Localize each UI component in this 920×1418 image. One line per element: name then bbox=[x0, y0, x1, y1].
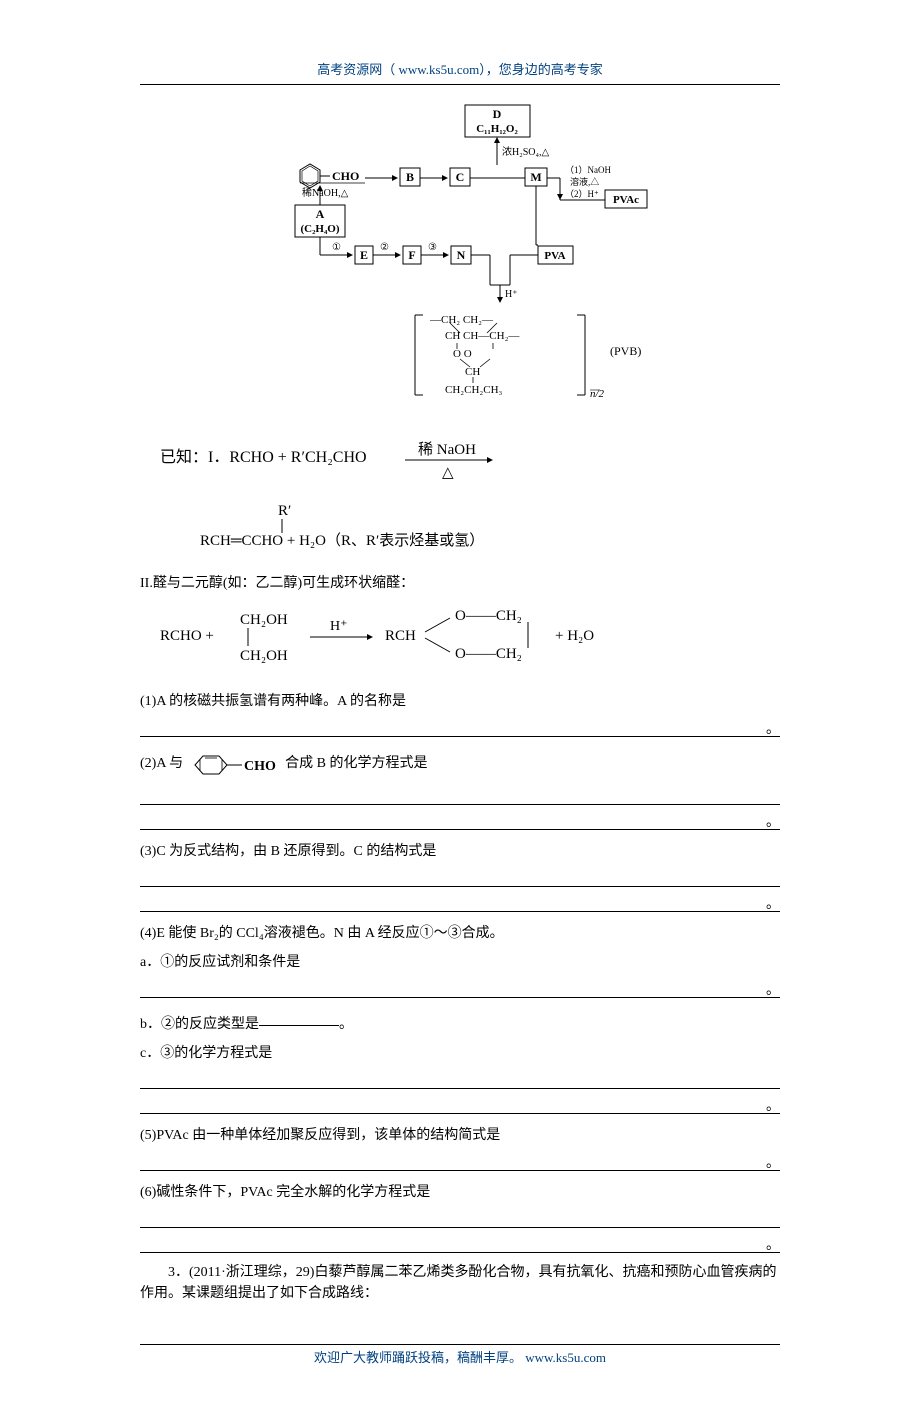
svg-text:O——CH₂: O——CH₂ bbox=[455, 646, 522, 662]
svg-text:D: D bbox=[493, 107, 502, 121]
answer-line bbox=[140, 1066, 780, 1089]
period: 。 bbox=[140, 1096, 780, 1117]
svg-text:RCH═CCHO + H₂O（R、R′表示烃基或氢）: RCH═CCHO + H₂O（R、R′表示烃基或氢） bbox=[200, 532, 484, 549]
svg-text:(PVB): (PVB) bbox=[610, 344, 641, 358]
svg-text:PVA: PVA bbox=[544, 250, 565, 262]
svg-text:F: F bbox=[408, 248, 415, 262]
svg-text:RCHO +: RCHO + bbox=[160, 628, 214, 644]
period: 。 bbox=[140, 894, 780, 915]
svg-text:N: N bbox=[457, 248, 466, 262]
question-4: (4)E 能使 Br₂的 CCl₄溶液褪色。N 由 A 经反应①～③合成。 bbox=[140, 923, 780, 944]
svg-text:H⁺: H⁺ bbox=[505, 289, 518, 300]
question-3-next: 3．(2011·浙江理综，29)白藜芦醇属二苯乙烯类多酚化合物，具有抗氧化、抗癌… bbox=[140, 1262, 780, 1304]
period: 。 bbox=[140, 719, 780, 740]
question-3: (3)C 为反式结构，由 B 还原得到。C 的结构式是 bbox=[140, 841, 780, 862]
period: 。 bbox=[140, 1153, 780, 1174]
known-reaction-1b: R′ RCH═CCHO + H₂O（R、R′表示烃基或氢） bbox=[140, 503, 780, 561]
svg-text:CH CH—CH₂—: CH CH—CH₂— bbox=[445, 330, 520, 342]
svg-text:稀 NaOH: 稀 NaOH bbox=[418, 441, 476, 458]
svg-text:③: ③ bbox=[428, 242, 437, 253]
svg-text:RCH: RCH bbox=[385, 628, 416, 644]
svg-text:A: A bbox=[316, 207, 325, 221]
svg-text:CHO: CHO bbox=[244, 759, 276, 774]
question-6: (6)碱性条件下，PVAc 完全水解的化学方程式是 bbox=[140, 1182, 780, 1203]
svg-text:溶液,△: 溶液,△ bbox=[570, 176, 599, 187]
question-5: (5)PVAc 由一种单体经加聚反应得到，该单体的结构简式是 bbox=[140, 1125, 780, 1146]
period: 。 bbox=[140, 812, 780, 833]
svg-text:H⁺: H⁺ bbox=[330, 619, 348, 634]
reaction-diagram: D C₁₁H₁₂O₂ 浓H₂SO₄,△ CHO 稀NaOH,△ B bbox=[140, 100, 780, 420]
question-4b: b．②的反应类型是。 bbox=[140, 1009, 780, 1035]
period: 。 bbox=[140, 980, 780, 1001]
svg-text:C₁₁H₁₂O₂: C₁₁H₁₂O₂ bbox=[476, 123, 518, 135]
page-footer: 欢迎广大教师踊跃投稿，稿酬丰厚。 www.ks5u.com bbox=[140, 1348, 780, 1368]
svg-text:已知：I．RCHO + R′CH₂CHO: 已知：I．RCHO + R′CH₂CHO bbox=[160, 448, 367, 466]
question-4c: c．③的化学方程式是 bbox=[140, 1043, 780, 1064]
page-header: 高考资源网（ www.ks5u.com），您身边的高考专家 bbox=[140, 60, 780, 80]
svg-text:稀NaOH,△: 稀NaOH,△ bbox=[302, 186, 349, 199]
question-2: (2)A 与 CHO 合成 B 的化学方程式是 bbox=[140, 748, 780, 780]
question-4a: a．①的反应试剂和条件是 bbox=[140, 952, 780, 973]
svg-text:M: M bbox=[530, 170, 541, 184]
header-rule bbox=[140, 84, 780, 85]
known-reaction-1: 已知：I．RCHO + R′CH₂CHO 稀 NaOH △ bbox=[140, 432, 780, 492]
svg-text:C: C bbox=[456, 170, 465, 184]
svg-text:E: E bbox=[360, 248, 368, 262]
svg-text:O——CH₂: O——CH₂ bbox=[455, 608, 522, 624]
svg-text:+ H₂O: + H₂O bbox=[555, 628, 594, 644]
footer-text: 欢迎广大教师踊跃投稿，稿酬丰厚。 www.ks5u.com bbox=[314, 1350, 606, 1365]
header-text: 高考资源网（ www.ks5u.com），您身边的高考专家 bbox=[317, 62, 603, 77]
svg-text:B: B bbox=[406, 170, 414, 184]
svg-text:①: ① bbox=[332, 242, 341, 253]
svg-text:CH: CH bbox=[465, 366, 480, 378]
period: 。 bbox=[140, 1235, 780, 1256]
answer-line bbox=[140, 782, 780, 805]
svg-text:△: △ bbox=[442, 465, 454, 481]
svg-text:PVAc: PVAc bbox=[613, 194, 639, 206]
known-section-2: II.醛与二元醇(如：乙二醇)可生成环状缩醛： bbox=[140, 573, 780, 594]
answer-line bbox=[140, 864, 780, 887]
svg-text:R′: R′ bbox=[278, 503, 291, 519]
svg-text:(C₂H₄O): (C₂H₄O) bbox=[301, 223, 340, 235]
svg-text:—CH₂ CH₂—: —CH₂ CH₂— bbox=[429, 314, 494, 326]
question-1: (1)A 的核磁共振氢谱有两种峰。A 的名称是 bbox=[140, 691, 780, 712]
svg-text:CH₂OH: CH₂OH bbox=[240, 612, 288, 628]
known-reaction-2: RCHO + CH₂OH CH₂OH H⁺ RCH O——CH₂ O——CH₂ … bbox=[140, 602, 780, 680]
svg-text:②: ② bbox=[380, 242, 389, 253]
svg-text:CHO: CHO bbox=[332, 169, 359, 183]
svg-text:（1）NaOH: （1）NaOH bbox=[565, 165, 611, 175]
svg-text:浓H₂SO₄,△: 浓H₂SO₄,△ bbox=[502, 146, 549, 158]
svg-text:O O: O O bbox=[453, 348, 472, 360]
svg-text:（2）H⁺: （2）H⁺ bbox=[565, 189, 599, 199]
svg-text:CH₂CH₂CH₃: CH₂CH₂CH₃ bbox=[445, 384, 503, 396]
svg-text:CH₂OH: CH₂OH bbox=[240, 648, 288, 664]
answer-line bbox=[140, 1205, 780, 1228]
footer-rule bbox=[140, 1344, 780, 1345]
